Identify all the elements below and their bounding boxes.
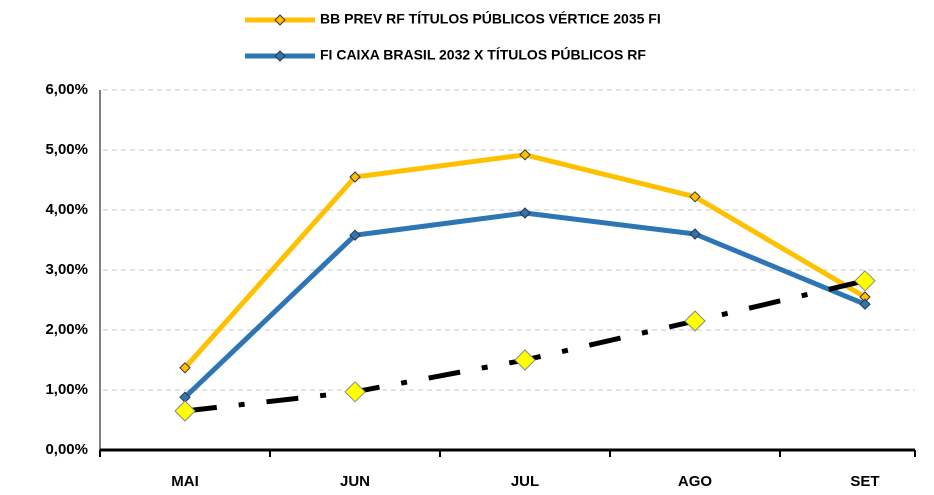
y-tick-label: 0,00% [45,441,88,458]
marker [689,228,701,240]
y-tick-label: 4,00% [45,201,88,218]
y-tick-label: 1,00% [45,381,88,398]
y-tick-label: 2,00% [45,321,88,338]
marker [519,207,531,219]
legend-label: FI CAIXA BRASIL 2032 X TÍTULOS PÚBLICOS … [320,46,646,63]
marker [859,298,871,310]
x-tick-label: AGO [678,473,713,490]
marker [349,171,361,183]
marker [344,381,366,403]
legend-marker [274,14,286,26]
legend-marker [274,50,286,62]
marker [514,349,536,371]
y-tick-label: 5,00% [45,141,88,158]
x-tick-label: MAI [171,473,199,490]
marker [854,270,876,292]
y-tick-label: 3,00% [45,261,88,278]
marker [684,310,706,332]
legend-label: BB PREV RF TÍTULOS PÚBLICOS VÉRTICE 2035… [320,10,661,27]
marker [174,400,196,422]
marker [519,149,531,161]
x-tick-label: JUN [340,473,370,490]
marker [689,191,701,203]
marker [179,362,191,374]
marker [349,229,361,241]
y-tick-label: 6,00% [45,81,88,98]
x-tick-label: SET [850,473,879,490]
x-tick-label: JUL [511,473,539,490]
